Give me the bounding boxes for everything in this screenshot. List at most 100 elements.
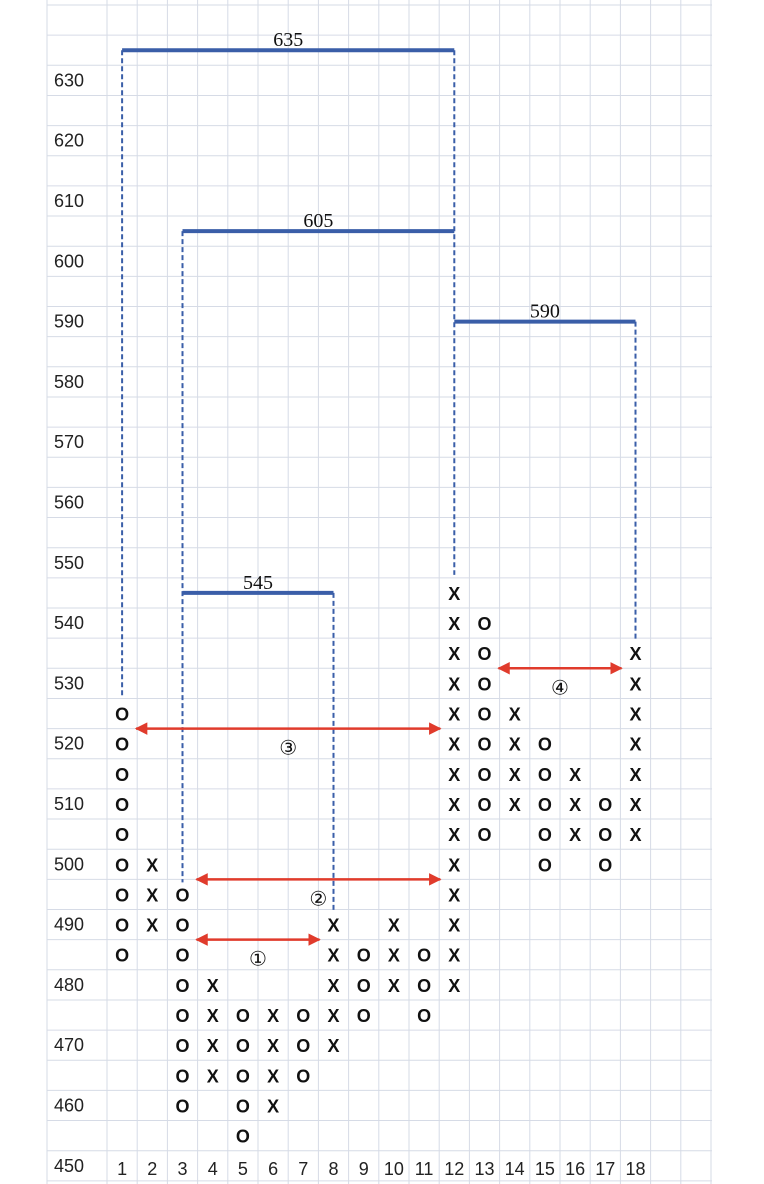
x-tick-label: 15 [535,1159,555,1179]
x-mark: X [509,735,521,755]
o-mark: O [477,705,491,725]
o-mark: O [417,976,431,996]
x-mark: X [207,1006,219,1026]
o-mark: O [175,976,189,996]
o-mark: O [538,765,552,785]
x-tick-label: 5 [238,1159,248,1179]
y-tick-label: 620 [54,131,84,151]
chart-grid [46,0,712,1184]
x-tick-label: 14 [505,1159,525,1179]
o-mark: O [115,705,129,725]
x-mark: X [327,1006,339,1026]
x-mark: X [629,705,641,725]
x-mark: X [327,946,339,966]
x-tick-label: 3 [177,1159,187,1179]
x-tick-label: 7 [298,1159,308,1179]
o-mark: O [598,795,612,815]
y-axis-labels: 630 620 610 600 590 580 570 560 550 540 530 520 510 5… [54,70,84,1175]
o-mark: O [175,1096,189,1116]
x-axis-labels: 1 2 3 4 5 6 7 8 9 10 11 12 13 14 15 16 17 18 [117,1159,645,1179]
count-label: ③ [279,736,297,760]
x-mark: X [448,584,460,604]
count-label: ① [249,947,267,971]
x-mark: X [448,946,460,966]
y-tick-label: 610 [54,191,84,211]
x-mark: X [448,614,460,634]
x-mark: X [509,795,521,815]
o-mark: O [417,1006,431,1026]
x-mark: X [629,674,641,694]
x-mark: X [448,916,460,936]
o-mark: O [115,825,129,845]
x-mark: X [448,765,460,785]
x-tick-label: 16 [565,1159,585,1179]
x-tick-label: 8 [328,1159,338,1179]
o-mark: O [115,946,129,966]
o-mark: O [477,735,491,755]
o-mark: O [477,614,491,634]
y-tick-label: 530 [54,673,84,693]
o-mark: O [296,1036,310,1056]
x-mark: X [267,1066,279,1086]
x-mark: X [267,1006,279,1026]
x-mark: X [388,946,400,966]
x-mark: X [146,885,158,905]
o-mark: O [115,855,129,875]
x-mark: X [327,916,339,936]
o-mark: O [598,855,612,875]
o-mark: O [175,946,189,966]
x-mark: X [388,916,400,936]
y-tick-label: 480 [54,975,84,995]
y-tick-label: 570 [54,432,84,452]
o-mark: O [357,976,371,996]
x-mark: X [569,825,581,845]
o-mark: O [296,1006,310,1026]
o-mark: O [115,916,129,936]
o-mark: O [296,1066,310,1086]
x-mark: X [448,735,460,755]
x-mark: X [448,644,460,664]
x-mark: X [448,855,460,875]
x-mark: X [267,1096,279,1116]
x-mark: X [267,1036,279,1056]
x-mark: X [207,1036,219,1056]
y-tick-label: 550 [54,553,84,573]
o-mark: O [357,1006,371,1026]
o-mark: O [175,1036,189,1056]
o-mark: O [598,825,612,845]
o-mark: O [175,885,189,905]
x-mark: X [388,976,400,996]
o-mark: O [477,644,491,664]
o-mark: O [538,825,552,845]
x-tick-label: 11 [415,1159,434,1179]
x-tick-label: 9 [359,1159,369,1179]
x-mark: X [448,674,460,694]
o-mark: O [477,674,491,694]
x-mark: X [448,795,460,815]
count-label: ② [309,886,327,910]
o-mark: O [538,735,552,755]
x-mark: X [327,976,339,996]
o-mark: O [477,765,491,785]
x-tick-label: 4 [208,1159,218,1179]
x-mark: X [629,735,641,755]
o-mark: O [175,1006,189,1026]
y-tick-label: 540 [54,613,84,633]
count-label: ④ [551,675,569,699]
x-mark: X [207,976,219,996]
count-arrows: ① ② ③ ④ [134,662,623,971]
y-tick-label: 600 [54,251,84,271]
x-tick-label: 17 [595,1159,615,1179]
target-label: 605 [303,210,333,232]
target-label: 590 [530,301,560,323]
x-tick-label: 13 [474,1159,494,1179]
o-mark: O [175,916,189,936]
o-mark: O [357,946,371,966]
o-mark: O [236,1036,250,1056]
x-mark: X [509,705,521,725]
x-mark: X [448,976,460,996]
o-mark: O [417,946,431,966]
x-mark: X [629,644,641,664]
